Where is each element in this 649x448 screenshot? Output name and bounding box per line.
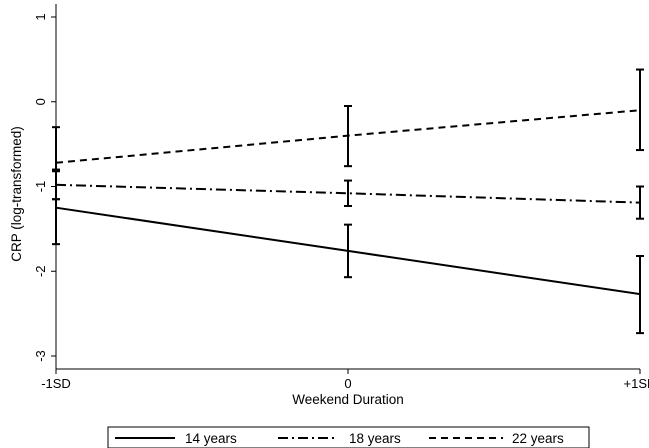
y-tick-label: -3 xyxy=(33,350,48,362)
y-tick-label: 0 xyxy=(33,98,48,105)
y-tick-label: -1 xyxy=(33,181,48,193)
y-tick-label: 1 xyxy=(33,13,48,20)
x-tick-label: +1SD xyxy=(624,376,649,391)
axes: -3 -2 -1 0 1 -1SD 0 +1SD xyxy=(33,4,649,391)
legend-label: 14 years xyxy=(185,431,237,446)
x-axis-title: Weekend Duration xyxy=(292,392,404,407)
series-group xyxy=(52,68,644,201)
y-axis-title: CRP (log-transformed) xyxy=(9,126,24,262)
y-tick-label: -2 xyxy=(33,265,48,277)
legend-box xyxy=(107,426,590,448)
series-line xyxy=(55,183,641,204)
x-tick-label: 0 xyxy=(344,376,351,391)
legend-label: 22 years xyxy=(512,431,564,446)
series-layer xyxy=(52,68,644,335)
series-group xyxy=(52,168,644,220)
legend: 14 years 18 years 22 years xyxy=(107,426,590,448)
legend-label: 18 years xyxy=(349,431,401,446)
x-tick-label: -1SD xyxy=(41,376,71,391)
